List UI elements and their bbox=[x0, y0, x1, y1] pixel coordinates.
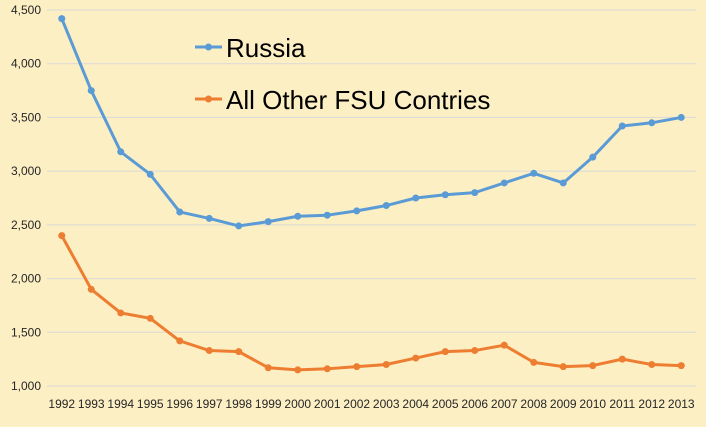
data-point bbox=[353, 207, 361, 215]
data-point bbox=[235, 348, 243, 356]
x-tick-label: 2005 bbox=[432, 397, 459, 411]
y-tick-label: 3,500 bbox=[11, 110, 41, 124]
data-point bbox=[323, 211, 331, 219]
data-point bbox=[323, 365, 331, 373]
data-point bbox=[176, 337, 184, 345]
x-tick-label: 2009 bbox=[550, 397, 577, 411]
x-tick-label: 1999 bbox=[255, 397, 282, 411]
data-point bbox=[648, 119, 656, 127]
series-layer bbox=[58, 15, 685, 374]
series-russia bbox=[58, 15, 685, 230]
data-point bbox=[294, 366, 302, 374]
data-point bbox=[412, 354, 420, 362]
y-tick-label: 4,000 bbox=[11, 57, 41, 71]
data-point bbox=[412, 194, 420, 202]
x-axis: 1992 1993 1994 1995 1996 1997 1998 1999 2000 2001… bbox=[48, 397, 695, 411]
gridlines bbox=[47, 9, 696, 387]
data-point bbox=[294, 212, 302, 220]
x-tick-label: 2011 bbox=[609, 397, 635, 411]
legend-item: All Other FSU Contries bbox=[195, 85, 490, 115]
data-point bbox=[87, 87, 95, 95]
data-point bbox=[677, 113, 685, 121]
x-tick-label: 1998 bbox=[225, 397, 252, 411]
x-tick-label: 2013 bbox=[668, 397, 695, 411]
y-tick-label: 4,500 bbox=[11, 3, 41, 17]
x-tick-label: 2004 bbox=[402, 397, 429, 411]
y-tick-label: 2,000 bbox=[11, 272, 41, 286]
y-tick-label: 3,000 bbox=[11, 164, 41, 178]
data-point bbox=[589, 153, 597, 161]
x-tick-label: 2007 bbox=[491, 397, 518, 411]
data-point bbox=[677, 362, 685, 370]
y-tick-label: 1,000 bbox=[11, 379, 41, 393]
legend-label: All Other FSU Contries bbox=[226, 85, 490, 115]
data-point bbox=[441, 348, 449, 356]
data-point bbox=[58, 15, 66, 23]
data-point bbox=[530, 358, 538, 366]
data-point bbox=[559, 179, 567, 187]
x-tick-label: 1993 bbox=[78, 397, 105, 411]
data-point bbox=[500, 341, 508, 349]
data-point bbox=[530, 169, 538, 177]
data-point bbox=[382, 361, 390, 369]
data-point bbox=[264, 218, 272, 226]
x-tick-label: 1995 bbox=[137, 397, 164, 411]
data-point bbox=[618, 122, 626, 130]
x-tick-label: 2008 bbox=[520, 397, 547, 411]
legend-swatch-marker bbox=[205, 43, 212, 51]
data-point bbox=[589, 362, 597, 370]
data-point bbox=[205, 214, 213, 222]
x-tick-label: 2012 bbox=[638, 397, 665, 411]
x-tick-label: 2010 bbox=[579, 397, 606, 411]
data-point bbox=[205, 347, 213, 355]
legend-item: Russia bbox=[195, 33, 306, 63]
y-tick-label: 1,500 bbox=[11, 325, 41, 339]
data-point bbox=[87, 285, 95, 293]
x-tick-label: 1994 bbox=[107, 397, 134, 411]
data-point bbox=[117, 309, 125, 317]
x-tick-label: 2003 bbox=[373, 397, 400, 411]
x-tick-label: 1997 bbox=[196, 397, 223, 411]
data-point bbox=[471, 347, 479, 355]
x-tick-label: 1992 bbox=[48, 397, 75, 411]
data-point bbox=[58, 232, 66, 240]
x-tick-label: 2000 bbox=[284, 397, 311, 411]
y-tick-label: 2,500 bbox=[11, 218, 41, 232]
series-line bbox=[60, 18, 682, 228]
data-point bbox=[471, 189, 479, 197]
y-axis: 1,000 1,500 2,000 2,500 3,000 3,500 4,000 4,500 bbox=[11, 3, 41, 393]
x-tick-label: 2002 bbox=[343, 397, 370, 411]
data-point bbox=[176, 208, 184, 216]
legend-label: Russia bbox=[226, 33, 306, 63]
data-point bbox=[618, 355, 626, 363]
legend: Russia All Other FSU Contries bbox=[195, 33, 490, 115]
x-tick-label: 2006 bbox=[461, 397, 488, 411]
data-point bbox=[235, 222, 243, 230]
data-point bbox=[441, 191, 449, 199]
series-other-fsu bbox=[58, 232, 685, 374]
data-point bbox=[382, 202, 390, 210]
x-tick-label: 2001 bbox=[314, 397, 341, 411]
data-point bbox=[146, 314, 154, 322]
data-point bbox=[559, 363, 567, 371]
data-point bbox=[648, 361, 656, 369]
data-point bbox=[264, 364, 272, 372]
series-line bbox=[60, 234, 682, 372]
legend-swatch-marker bbox=[205, 95, 212, 103]
data-point bbox=[117, 148, 125, 156]
data-point bbox=[146, 170, 154, 178]
data-point bbox=[353, 363, 361, 371]
data-point bbox=[500, 179, 508, 187]
x-tick-label: 1996 bbox=[166, 397, 193, 411]
